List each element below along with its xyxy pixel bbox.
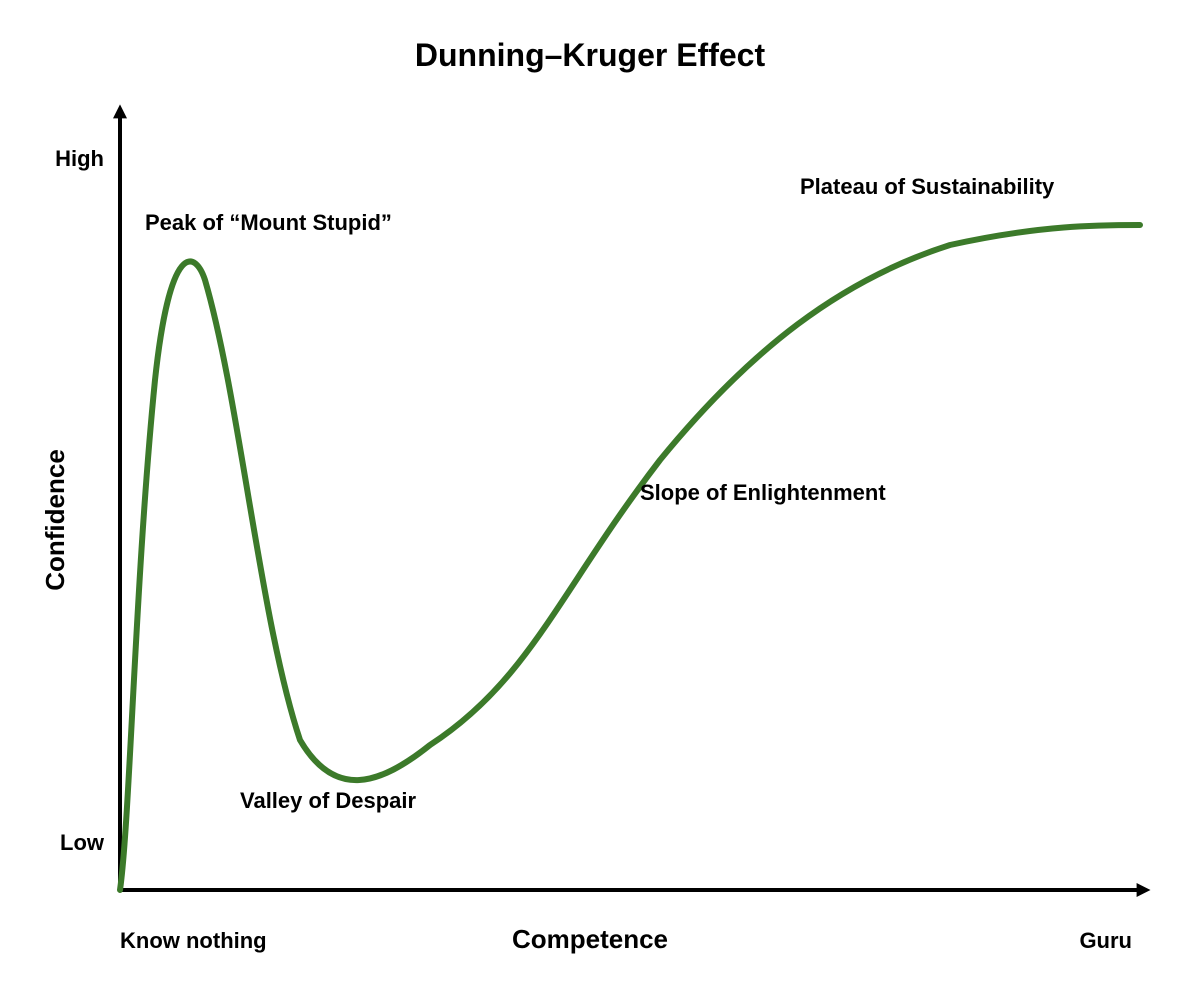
dunning-kruger-chart: Dunning–Kruger Effect Competence Confidenc… [0,0,1179,998]
chart-container: Dunning–Kruger Effect Competence Confidenc… [0,0,1179,998]
annotation-peak: Peak of “Mount Stupid” [145,210,392,235]
y-axis-label: Confidence [40,449,70,591]
y-tick-min-label: Low [60,830,105,855]
y-tick-max-label: High [55,146,104,171]
x-axis-label: Competence [512,924,668,954]
annotation-valley: Valley of Despair [240,788,417,813]
x-tick-max-label: Guru [1079,928,1132,953]
chart-title: Dunning–Kruger Effect [415,37,766,73]
annotation-slope: Slope of Enlightenment [640,480,886,505]
x-tick-min-label: Know nothing [120,928,267,953]
annotation-plateau: Plateau of Sustainability [800,174,1055,199]
